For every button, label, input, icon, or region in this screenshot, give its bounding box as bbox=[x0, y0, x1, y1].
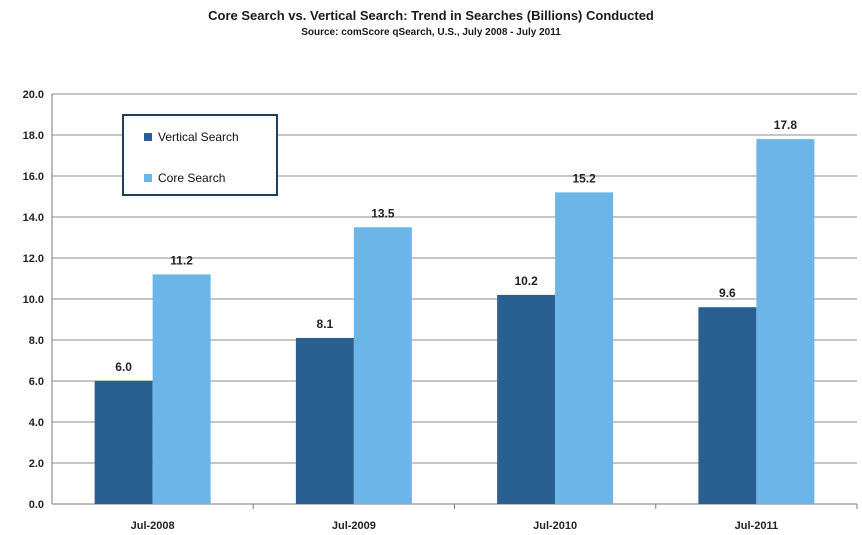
data-label: 8.1 bbox=[317, 317, 334, 331]
y-tick-label: 16.0 bbox=[23, 171, 44, 183]
legend-swatch-vertical-search bbox=[144, 133, 152, 141]
data-label: 6.0 bbox=[115, 360, 132, 374]
data-label: 15.2 bbox=[572, 171, 596, 185]
legend-item-vertical-search: Vertical Search bbox=[144, 130, 239, 144]
chart-title: Core Search vs. Vertical Search: Trend i… bbox=[208, 8, 654, 23]
y-tick-label: 2.0 bbox=[29, 458, 44, 470]
y-tick-label: 4.0 bbox=[29, 417, 44, 429]
data-label: 9.6 bbox=[719, 286, 736, 300]
y-tick-label: 14.0 bbox=[23, 212, 44, 224]
y-tick-label: 20.0 bbox=[23, 89, 44, 101]
bar-core-search bbox=[555, 192, 614, 504]
x-tick-label: Jul-2008 bbox=[131, 520, 175, 532]
x-tick-label: Jul-2011 bbox=[735, 520, 778, 532]
x-tick-label: Jul-2010 bbox=[533, 520, 577, 532]
bar-core-search bbox=[756, 139, 815, 504]
y-tick-label: 12.0 bbox=[23, 253, 44, 265]
bar-vertical-search bbox=[698, 307, 757, 504]
legend: Vertical Search Core Search bbox=[122, 114, 278, 196]
data-label: 10.2 bbox=[514, 274, 538, 288]
bar-vertical-search bbox=[497, 294, 556, 504]
data-label: 11.2 bbox=[170, 253, 193, 267]
data-label: 17.8 bbox=[774, 118, 798, 132]
bar-vertical-search bbox=[94, 381, 153, 504]
bar-core-search bbox=[353, 227, 412, 504]
y-tick-label: 6.0 bbox=[29, 376, 44, 388]
chart-subtitle: Source: comScore qSearch, U.S., July 200… bbox=[301, 27, 561, 38]
y-tick-label: 8.0 bbox=[29, 335, 44, 347]
y-tick-label: 0.0 bbox=[29, 499, 44, 511]
bar-vertical-search bbox=[295, 337, 354, 504]
legend-item-core-search: Core Search bbox=[144, 171, 225, 185]
data-label: 13.5 bbox=[371, 206, 395, 220]
legend-swatch-core-search bbox=[144, 174, 152, 182]
legend-label-core-search: Core Search bbox=[158, 171, 226, 185]
bar-core-search bbox=[152, 274, 211, 504]
x-tick-label: Jul-2009 bbox=[332, 520, 376, 532]
legend-label-vertical-search: Vertical Search bbox=[158, 130, 239, 144]
y-tick-label: 10.0 bbox=[23, 294, 44, 306]
y-tick-label: 18.0 bbox=[23, 130, 44, 142]
